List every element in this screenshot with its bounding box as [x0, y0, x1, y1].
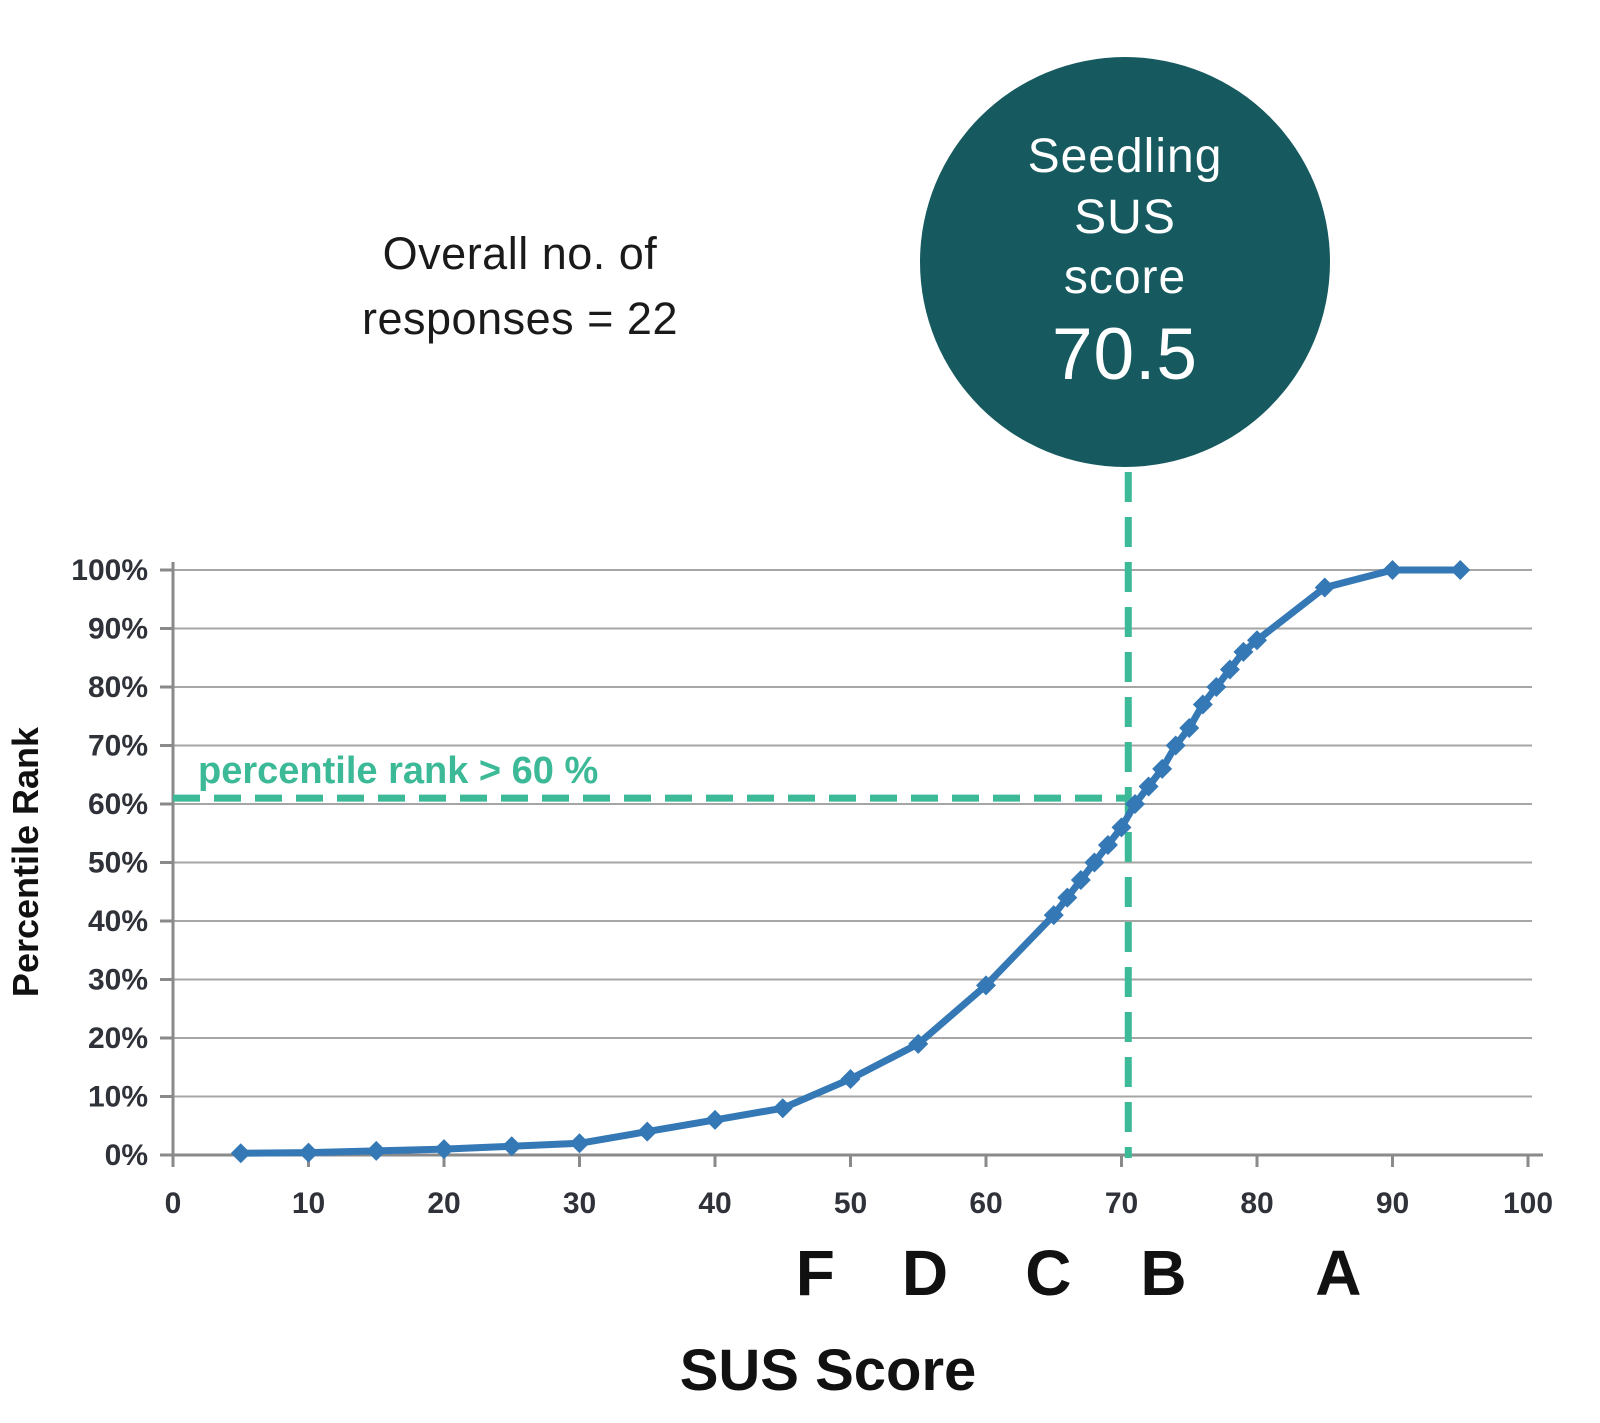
data-point-marker	[1097, 834, 1118, 855]
data-point-marker	[434, 1139, 454, 1160]
x-tick-label: 0	[165, 1187, 182, 1220]
badge-line-3: score	[1063, 251, 1187, 305]
data-point-marker	[1247, 630, 1267, 651]
y-tick-label: 50%	[88, 847, 148, 880]
threshold-label: percentile rank > 60 %	[198, 750, 598, 792]
x-tick-label: 30	[563, 1187, 596, 1220]
data-point-marker	[298, 1142, 319, 1163]
data-point-marker	[366, 1140, 387, 1161]
x-tick-label: 80	[1240, 1187, 1273, 1220]
y-tick-label: 0%	[105, 1139, 148, 1172]
data-point-marker	[1057, 887, 1078, 908]
x-tick-label: 70	[1105, 1187, 1138, 1220]
x-tick-label: 10	[292, 1187, 325, 1220]
grade-letter: A	[1315, 1237, 1361, 1309]
y-tick-label: 40%	[88, 905, 148, 938]
data-point-marker	[1111, 817, 1132, 838]
data-point-marker	[705, 1109, 725, 1130]
grade-letter: C	[1025, 1237, 1071, 1309]
note-line-2: responses = 22	[362, 292, 678, 344]
y-tick-label: 60%	[88, 788, 148, 821]
y-tick-label: 100%	[71, 554, 148, 587]
y-tick-label: 10%	[88, 1081, 148, 1114]
x-tick-label: 20	[427, 1187, 460, 1220]
data-point-marker	[976, 975, 996, 996]
y-tick-label: 30%	[88, 964, 148, 997]
data-point-marker	[1043, 905, 1064, 926]
data-point-marker	[908, 1033, 929, 1054]
data-point-marker	[1084, 852, 1105, 873]
data-point-marker	[230, 1143, 251, 1164]
data-point-marker	[1382, 560, 1403, 580]
data-point-marker	[1192, 694, 1213, 715]
y-axis-title: Percentile Rank	[5, 726, 46, 997]
data-point-marker	[1179, 717, 1200, 738]
responses-note: Overall no. of responses = 22	[220, 222, 820, 352]
badge-value: 70.5	[1051, 313, 1199, 395]
x-tick-label: 40	[698, 1187, 731, 1220]
data-point-marker	[840, 1068, 861, 1089]
data-point-marker	[1070, 870, 1091, 891]
grade-letter: F	[796, 1237, 835, 1309]
data-point-marker	[569, 1133, 590, 1154]
data-point-marker	[1450, 560, 1471, 580]
data-point-marker	[1138, 776, 1159, 797]
y-tick-label: 90%	[88, 613, 148, 646]
y-tick-label: 70%	[88, 730, 148, 763]
x-axis-title: SUS Score	[680, 1338, 977, 1403]
data-point-marker	[501, 1136, 522, 1157]
data-point-marker	[637, 1121, 658, 1142]
data-point-marker	[772, 1098, 793, 1119]
x-tick-label: 90	[1376, 1187, 1409, 1220]
data-point-marker	[1314, 577, 1335, 598]
x-tick-label: 50	[834, 1187, 867, 1220]
y-tick-label: 20%	[88, 1022, 148, 1055]
badge-line-1: Seedling	[1027, 130, 1223, 184]
data-point-marker	[1125, 794, 1146, 814]
x-tick-label: 100	[1503, 1187, 1553, 1220]
grade-letter: B	[1140, 1237, 1186, 1309]
grade-letter: D	[902, 1237, 948, 1309]
note-line-1: Overall no. of	[382, 228, 658, 279]
data-point-marker	[1165, 735, 1186, 756]
badge-line-2: SUS	[1074, 190, 1176, 244]
x-tick-label: 60	[969, 1187, 1002, 1220]
sus-score-badge: Seedling SUS score 70.5	[920, 57, 1330, 467]
data-point-marker	[1206, 677, 1227, 697]
y-tick-label: 80%	[88, 671, 148, 704]
data-point-marker	[1219, 659, 1240, 680]
data-point-marker	[1152, 758, 1173, 779]
data-point-marker	[1233, 641, 1254, 662]
